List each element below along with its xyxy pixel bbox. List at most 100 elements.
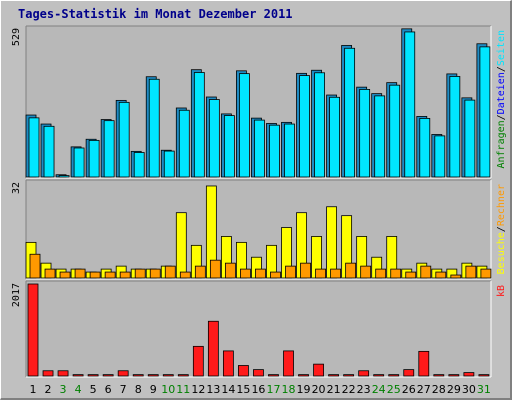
hits-bar-dateien-26 [404, 31, 416, 178]
hits-y-max-label: 529 [11, 28, 22, 46]
visits-bar-rechner-21 [330, 268, 342, 279]
visits-bar-rechner-27 [420, 265, 432, 279]
kb-bar-15 [238, 365, 249, 377]
x-tick-label-13: 13 [206, 383, 220, 396]
hits-legend-item-3: / [496, 66, 507, 72]
kb-bar-18 [283, 350, 294, 377]
visits-bar-rechner-9 [149, 268, 161, 279]
visits-legend: Besuche/Rechner [496, 184, 507, 274]
hits-bar-dateien-11 [178, 109, 190, 178]
visits-bar-rechner-26 [405, 271, 417, 279]
hits-legend: Anfragen/Dateien/Seiten [496, 30, 507, 169]
visits-bar-rechner-22 [345, 262, 357, 279]
x-tick-label-21: 21 [327, 383, 341, 396]
x-tick-label-25: 25 [387, 383, 401, 396]
kb-bar-30 [463, 372, 475, 377]
visits-bar-rechner-4 [74, 268, 86, 279]
visits-bar-rechner-2 [44, 268, 56, 279]
x-tick-label-18: 18 [282, 383, 296, 396]
visits-y-max-label: 32 [11, 182, 22, 194]
visits-legend-item-1: / [496, 226, 507, 232]
hits-bar-dateien-14 [223, 115, 235, 178]
kb-bar-28 [433, 374, 445, 377]
kb-bar-21 [328, 374, 340, 377]
hits-bar-dateien-23 [359, 89, 371, 178]
visits-bar-rechner-17 [270, 271, 281, 279]
visits-bar-rechner-6 [104, 271, 116, 279]
hits-bar-dateien-6 [103, 120, 115, 178]
kb-bar-25 [388, 374, 400, 377]
hits-legend-item-0: Anfragen [496, 120, 507, 168]
visits-bar-rechner-28 [435, 271, 447, 279]
x-tick-label-5: 5 [90, 383, 97, 396]
visits-bar-rechner-13 [209, 259, 221, 279]
kb-bar-31 [478, 374, 490, 377]
visits-bar-rechner-23 [360, 265, 372, 279]
x-tick-label-2: 2 [45, 383, 52, 396]
x-tick-label-27: 27 [417, 383, 431, 396]
visits-bar-rechner-29 [450, 274, 462, 279]
visits-bar-besuche-21 [326, 206, 338, 279]
kb-bar-6 [102, 374, 114, 377]
kb-bar-2 [42, 370, 54, 377]
visits-bar-rechner-3 [59, 271, 71, 279]
kb-legend: kB [496, 285, 507, 297]
visits-bar-rechner-15 [240, 268, 251, 279]
visits-bar-rechner-1 [29, 253, 41, 279]
kb-bar-26 [403, 369, 415, 377]
kb-bar-13 [207, 320, 219, 377]
kb-bar-14 [222, 350, 234, 377]
x-tick-label-9: 9 [150, 383, 157, 396]
hits-bar-dateien-9 [148, 78, 160, 178]
kb-bar-29 [448, 374, 460, 377]
hits-bar-dateien-28 [434, 135, 446, 178]
hits-bar-dateien-3 [58, 175, 70, 178]
x-tick-label-1: 1 [30, 383, 37, 396]
hits-bar-dateien-20 [314, 72, 325, 178]
hits-bar-dateien-16 [254, 119, 265, 178]
kb-bar-19 [298, 374, 309, 377]
hits-bar-dateien-27 [419, 118, 431, 178]
hits-bar-dateien-19 [299, 75, 310, 178]
x-tick-label-20: 20 [312, 383, 326, 396]
x-tick-label-6: 6 [105, 383, 112, 396]
hits-legend-item-4: Seiten [496, 30, 507, 66]
plot-area-2 [26, 281, 491, 377]
hits-bar-dateien-24 [374, 95, 386, 178]
visits-legend-item-2: Rechner [496, 184, 507, 226]
visits-bar-rechner-12 [194, 265, 206, 279]
kb-bar-9 [147, 374, 159, 377]
kb-bar-22 [343, 374, 355, 377]
kb-bar-27 [418, 350, 430, 377]
kb-bar-20 [313, 363, 324, 377]
x-tick-label-16: 16 [251, 383, 265, 396]
hits-legend-item-2: Dateien [496, 72, 507, 114]
x-tick-label-15: 15 [236, 383, 250, 396]
hits-bar-dateien-15 [239, 73, 250, 178]
kb-bar-1 [27, 283, 39, 377]
kb-y-max-label: 2017 [11, 283, 22, 307]
chart-title: Tages-Statistik im Monat Dezember 2011 [18, 7, 293, 21]
hits-bar-dateien-17 [269, 124, 280, 178]
x-tick-label-11: 11 [176, 383, 190, 396]
kb-bar-8 [132, 374, 144, 377]
x-tick-label-12: 12 [191, 383, 205, 396]
hits-bar-dateien-22 [344, 47, 356, 178]
kb-bar-23 [358, 370, 370, 377]
kb-bar-4 [72, 374, 84, 377]
x-tick-label-29: 29 [447, 383, 461, 396]
kb-bar-16 [253, 369, 264, 377]
x-tick-label-24: 24 [372, 383, 386, 396]
x-tick-label-23: 23 [357, 383, 371, 396]
hits-legend-item-1: / [496, 114, 507, 120]
visits-bar-rechner-5 [89, 271, 101, 279]
kb-bar-3 [57, 370, 69, 377]
kb-bar-24 [373, 374, 385, 377]
x-tick-label-28: 28 [432, 383, 446, 396]
hits-bar-dateien-21 [329, 96, 341, 178]
x-tick-label-4: 4 [75, 383, 82, 396]
hits-bar-dateien-1 [28, 117, 40, 178]
hits-bar-dateien-2 [43, 125, 55, 178]
hits-bar-dateien-8 [133, 152, 145, 178]
